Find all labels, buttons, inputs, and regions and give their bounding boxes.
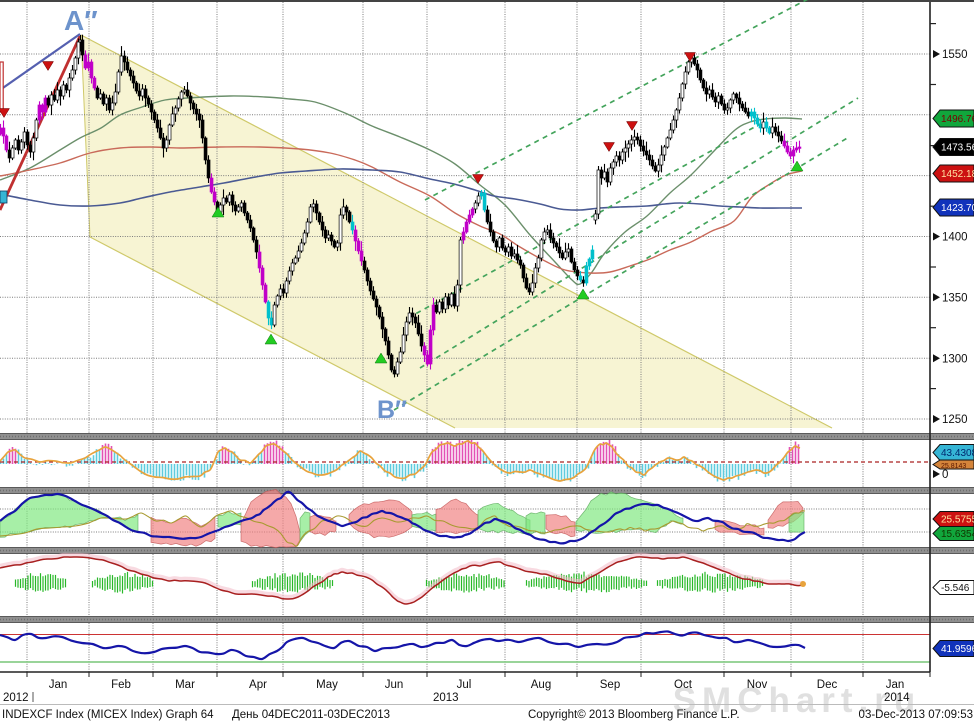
svg-text:0: 0 (942, 469, 948, 481)
svg-text:Apr: Apr (249, 679, 267, 691)
svg-text:-5.546: -5.546 (941, 583, 970, 594)
svg-text:1452.18: 1452.18 (941, 169, 974, 180)
svg-text:1496.76: 1496.76 (941, 114, 974, 125)
svg-text:2012: 2012 (3, 692, 29, 704)
svg-text:Oct: Oct (674, 679, 693, 691)
svg-text:1400: 1400 (942, 232, 968, 244)
svg-text:Jan: Jan (886, 679, 905, 691)
svg-text:25.5755: 25.5755 (941, 515, 974, 526)
svg-text:03-Dec-2013 07:09:53: 03-Dec-2013 07:09:53 (859, 709, 973, 721)
svg-text:15.6354: 15.6354 (941, 529, 974, 540)
svg-text:1350: 1350 (942, 293, 968, 305)
svg-text:Feb: Feb (111, 679, 131, 691)
svg-text:43.4308: 43.4308 (941, 448, 974, 459)
svg-text:2013: 2013 (433, 692, 459, 704)
svg-text:INDEXCF Index (MICEX Index) Gr: INDEXCF Index (MICEX Index) Graph 64 (2, 709, 214, 721)
svg-text:2014: 2014 (884, 692, 910, 704)
svg-text:Jul: Jul (457, 679, 472, 691)
svg-text:Sep: Sep (600, 679, 620, 691)
svg-text:25.8143: 25.8143 (941, 463, 966, 470)
svg-text:Nov: Nov (747, 679, 768, 691)
svg-text:1423.70: 1423.70 (941, 203, 974, 214)
svg-text:A″: A″ (64, 5, 98, 36)
svg-text:Copyright© 2013 Bloomberg Fina: Copyright© 2013 Bloomberg Finance L.P. (528, 709, 740, 721)
svg-text:1300: 1300 (942, 353, 968, 365)
svg-text:1250: 1250 (942, 414, 968, 426)
svg-text:Mar: Mar (175, 679, 195, 691)
svg-text:Jan: Jan (49, 679, 68, 691)
svg-text:Aug: Aug (531, 679, 551, 691)
svg-text:Dec: Dec (817, 679, 838, 691)
svg-text:1550: 1550 (942, 49, 968, 61)
svg-text:May: May (316, 679, 338, 691)
svg-text:1473.56: 1473.56 (941, 143, 974, 154)
svg-text:41.9596: 41.9596 (941, 644, 974, 655)
svg-text:SMChart.ru: SMChart.ru (673, 681, 922, 720)
svg-text:B″: B″ (377, 396, 407, 424)
svg-text:Jun: Jun (385, 679, 404, 691)
svg-text:День 04DEC2011-03DEC2013: День 04DEC2011-03DEC2013 (232, 709, 390, 721)
